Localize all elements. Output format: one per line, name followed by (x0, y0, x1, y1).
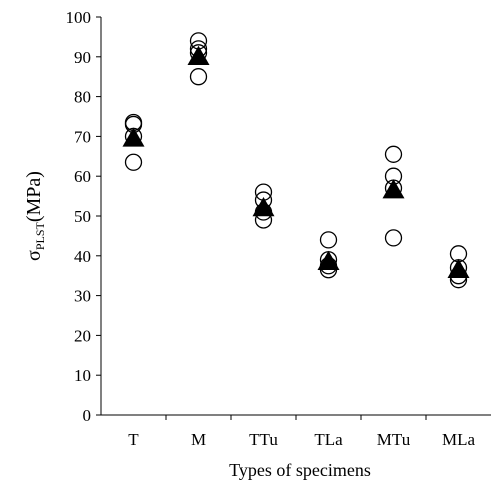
data-point-triangle (382, 179, 405, 199)
x-tick-label: T (128, 430, 139, 449)
data-point-triangle (317, 250, 340, 271)
y-axis-label: σPLST(MPa) (23, 171, 47, 261)
y-tick-label: 20 (74, 326, 91, 345)
data-point-triangle (122, 127, 145, 147)
x-tick-label: MTu (377, 430, 411, 449)
data-point-triangle (447, 258, 470, 278)
y-tick-label: 100 (66, 8, 92, 27)
x-tick-label: M (191, 430, 206, 449)
y-axis-label-subscript: PLST (33, 221, 47, 250)
y-tick-label: 90 (74, 48, 91, 67)
x-tick-label: TLa (314, 430, 343, 449)
open-circle-markers (124, 32, 468, 289)
data-point-circle (124, 153, 143, 171)
y-tick-label: 70 (74, 127, 91, 146)
x-tick-label: TTu (249, 430, 278, 449)
y-tick-label: 50 (74, 207, 91, 226)
data-point-circle (189, 68, 208, 86)
y-tick-label: 40 (74, 247, 91, 266)
triangle-markers (122, 45, 470, 278)
data-point-circle (384, 145, 403, 163)
data-point-circle (319, 231, 338, 249)
axes (100, 17, 491, 416)
data-point-triangle (187, 45, 210, 66)
y-tick-label: 60 (74, 167, 91, 186)
y-axis-label-unit: (MPa) (23, 171, 45, 222)
y-tick-label: 80 (74, 88, 91, 107)
x-axis-label: Types of specimens (229, 460, 371, 480)
y-tick-label: 0 (83, 406, 92, 425)
y-axis-label-symbol: σ (23, 250, 45, 261)
y-tick-label: 30 (74, 287, 91, 306)
data-point-triangle (252, 197, 275, 217)
y-tick-label: 10 (74, 366, 91, 385)
y-axis-ticks: 0 10 20 30 40 50 60 70 80 90 100 (66, 8, 101, 425)
x-tick-label: MLa (442, 430, 476, 449)
x-axis-ticks: T M TTu TLa MTu MLa (128, 415, 475, 449)
data-point-circle (384, 229, 403, 247)
